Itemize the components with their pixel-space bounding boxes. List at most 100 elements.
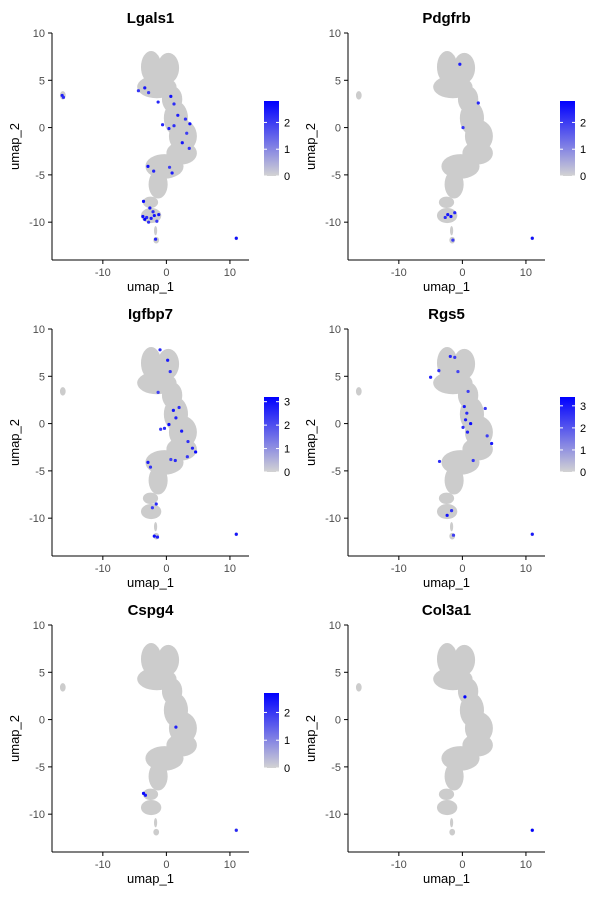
y-tick-label: -5 <box>331 762 341 774</box>
x-tick-label: -10 <box>391 859 407 871</box>
legend-tick-label: 0 <box>580 467 586 479</box>
cell-cloud-region <box>148 762 168 791</box>
y-axis-label: umap_2 <box>303 419 318 466</box>
cell-cloud-region <box>438 492 455 504</box>
y-tick-label: 0 <box>39 419 45 431</box>
y-tick-label: -10 <box>29 809 45 821</box>
cell-cloud-region <box>453 644 476 676</box>
cell-cloud-region <box>436 346 458 380</box>
cell-cloud-region <box>436 799 458 816</box>
feature-plot-igfbp7: Igfbp7 10 5 0 -5 -10 -10 0 10 umap_1 umap_2 0 1 2 3 <box>7 306 290 590</box>
legend-tick-label: 2 <box>580 423 586 435</box>
expressing-cell-point <box>185 455 189 459</box>
y-tick-label: 5 <box>335 371 341 383</box>
expressing-cell-point <box>171 408 175 412</box>
expressing-cell-point <box>458 62 462 66</box>
cell-cloud-region <box>59 683 66 692</box>
x-tick-label: 10 <box>224 267 236 279</box>
legend-color-bar <box>560 101 575 176</box>
expressing-cell-point <box>152 534 156 538</box>
expressing-cell-point <box>462 404 466 409</box>
expressing-cell-point <box>453 355 457 359</box>
feature-plot-pdgfrb: Pdgfrb 10 5 0 -5 -10 -10 0 10 umap_1 umap_2 0 1 2 <box>303 10 586 294</box>
expressing-cell-point <box>170 171 174 175</box>
cell-cloud-region <box>157 348 180 380</box>
expressing-cell-point <box>143 793 148 797</box>
legend-tick-label: 1 <box>580 445 586 457</box>
expressing-cell-point <box>186 439 190 444</box>
y-tick-label: 0 <box>335 419 341 431</box>
y-tick-label: -10 <box>325 809 341 821</box>
expression-color-legend: 0 1 2 <box>264 693 290 775</box>
x-tick-label: 10 <box>520 267 532 279</box>
legend-color-bar <box>264 693 279 768</box>
expressing-cell-point <box>448 354 452 359</box>
expressing-cell-point <box>167 126 171 131</box>
x-axis-label: umap_1 <box>423 871 470 886</box>
feature-plot-rgs5: Rgs5 10 5 0 -5 -10 -10 0 10 umap_1 umap_2 0 1 2 3 <box>303 306 586 590</box>
expressing-cell-point <box>152 213 156 218</box>
expressing-cell-point <box>141 199 146 203</box>
y-tick-label: -10 <box>29 217 45 229</box>
expressing-cell-point <box>234 236 238 240</box>
expressing-cell-point <box>143 217 147 221</box>
expressing-cell-point <box>162 426 167 430</box>
y-tick-label: 10 <box>329 28 341 40</box>
cell-cloud-region <box>444 170 464 199</box>
expressing-cell-point <box>136 89 141 93</box>
expressing-cell-point <box>437 459 442 464</box>
expressing-cell-point <box>461 125 465 130</box>
expressing-cell-point <box>451 533 456 537</box>
expressing-cell-point <box>155 219 159 223</box>
legend-tick-label: 1 <box>284 144 290 156</box>
expressing-cell-point <box>456 369 460 374</box>
panel-title: Rgs5 <box>428 306 465 323</box>
y-tick-label: -10 <box>325 513 341 525</box>
cell-cloud-region <box>140 799 162 816</box>
cell-cloud-region <box>355 91 362 100</box>
panel-title: Col3a1 <box>422 602 471 619</box>
expressing-cell-point <box>530 532 534 536</box>
cell-cloud-region <box>153 817 158 828</box>
expressing-cell-point <box>150 506 155 510</box>
expressing-cell-point <box>234 828 238 832</box>
y-tick-label: 5 <box>335 667 341 679</box>
x-axis-label: umap_1 <box>423 575 470 590</box>
x-axis-label: umap_1 <box>423 279 470 294</box>
background-cells <box>59 346 238 540</box>
expressing-cell-point <box>443 215 447 220</box>
expressing-cell-point <box>471 458 475 463</box>
expressing-cell-point <box>463 418 468 422</box>
cell-cloud-region <box>436 503 458 520</box>
expressing-cell-point <box>166 358 170 362</box>
expressing-cell-point <box>194 450 198 454</box>
expressing-cell-point <box>146 220 151 224</box>
y-tick-label: -10 <box>29 513 45 525</box>
expressing-cell-point <box>180 141 184 145</box>
cell-cloud-region <box>148 170 168 199</box>
expressing-cell-point <box>451 238 455 242</box>
cell-cloud-region <box>140 346 162 380</box>
legend-tick-label: 2 <box>284 420 290 432</box>
expressing-cell-point <box>61 95 66 99</box>
expressing-cell-point <box>463 695 467 699</box>
y-tick-label: -5 <box>331 170 341 182</box>
expressing-cell-point <box>143 86 147 90</box>
expressing-cell-point <box>169 94 173 98</box>
x-axis-label: umap_1 <box>127 575 174 590</box>
y-tick-label: 10 <box>33 620 45 632</box>
cell-cloud-region <box>436 642 458 676</box>
expressing-cell-point <box>185 131 189 135</box>
expressing-cell-point <box>429 375 433 379</box>
expressing-cell-point <box>158 348 162 352</box>
y-tick-label: -5 <box>35 762 45 774</box>
y-tick-label: 5 <box>39 667 45 679</box>
legend-tick-label: 2 <box>580 117 586 129</box>
x-axis-label: umap_1 <box>127 279 174 294</box>
expressing-cell-point <box>155 535 160 539</box>
expressing-cell-point <box>168 369 172 374</box>
cell-cloud-region <box>444 466 464 495</box>
expressing-cell-point <box>530 828 534 832</box>
x-tick-label: -10 <box>391 267 407 279</box>
y-tick-label: -5 <box>331 466 341 478</box>
